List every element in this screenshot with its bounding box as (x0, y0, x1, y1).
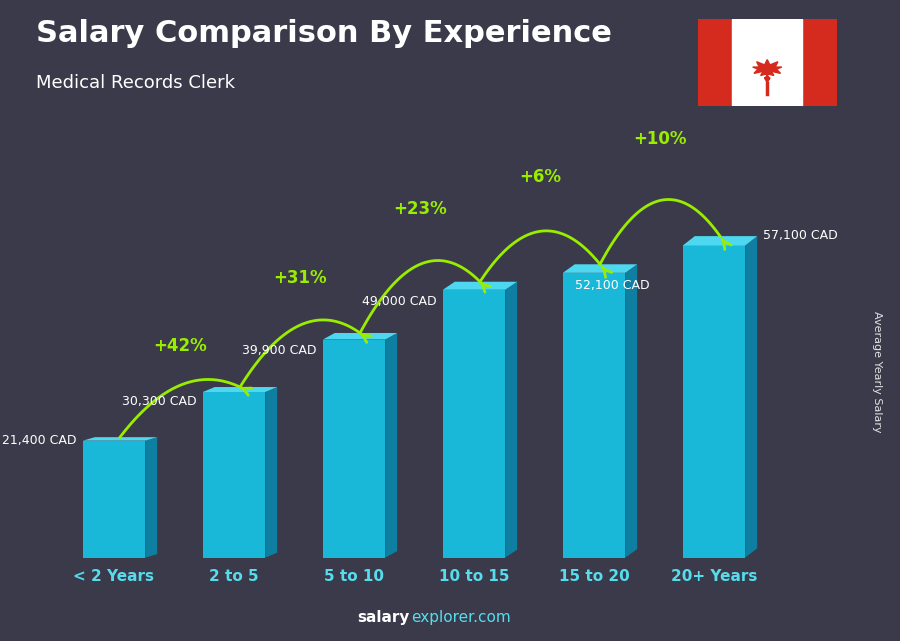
Text: +6%: +6% (519, 169, 561, 187)
Polygon shape (202, 387, 277, 392)
Polygon shape (505, 282, 518, 558)
Text: Average Yearly Salary: Average Yearly Salary (872, 311, 883, 433)
Text: 39,900 CAD: 39,900 CAD (242, 344, 317, 357)
Text: 21,400 CAD: 21,400 CAD (3, 434, 76, 447)
Polygon shape (83, 437, 158, 440)
Text: Medical Records Clerk: Medical Records Clerk (36, 74, 235, 92)
Polygon shape (683, 246, 745, 558)
Polygon shape (745, 236, 757, 558)
Text: Salary Comparison By Experience: Salary Comparison By Experience (36, 19, 612, 48)
Polygon shape (83, 440, 145, 558)
Text: 30,300 CAD: 30,300 CAD (122, 395, 197, 408)
Text: +10%: +10% (634, 129, 687, 147)
Polygon shape (562, 273, 626, 558)
Text: 57,100 CAD: 57,100 CAD (763, 229, 838, 242)
Text: explorer.com: explorer.com (411, 610, 511, 625)
Polygon shape (266, 387, 277, 558)
Polygon shape (562, 264, 637, 273)
Polygon shape (626, 264, 637, 558)
Text: salary: salary (357, 610, 410, 625)
FancyBboxPatch shape (696, 17, 839, 108)
Polygon shape (683, 236, 757, 246)
Polygon shape (443, 290, 505, 558)
Bar (802, 19, 837, 106)
Text: 52,100 CAD: 52,100 CAD (575, 279, 650, 292)
Bar (733, 19, 802, 106)
Polygon shape (202, 392, 266, 558)
Polygon shape (385, 333, 397, 558)
Text: +31%: +31% (274, 269, 327, 287)
Text: 49,000 CAD: 49,000 CAD (362, 295, 436, 308)
Polygon shape (752, 60, 782, 83)
Text: +23%: +23% (393, 200, 447, 218)
Text: +42%: +42% (153, 337, 207, 355)
Polygon shape (145, 437, 158, 558)
Polygon shape (323, 340, 385, 558)
Polygon shape (443, 282, 518, 290)
Bar (698, 19, 733, 106)
Polygon shape (323, 333, 397, 340)
